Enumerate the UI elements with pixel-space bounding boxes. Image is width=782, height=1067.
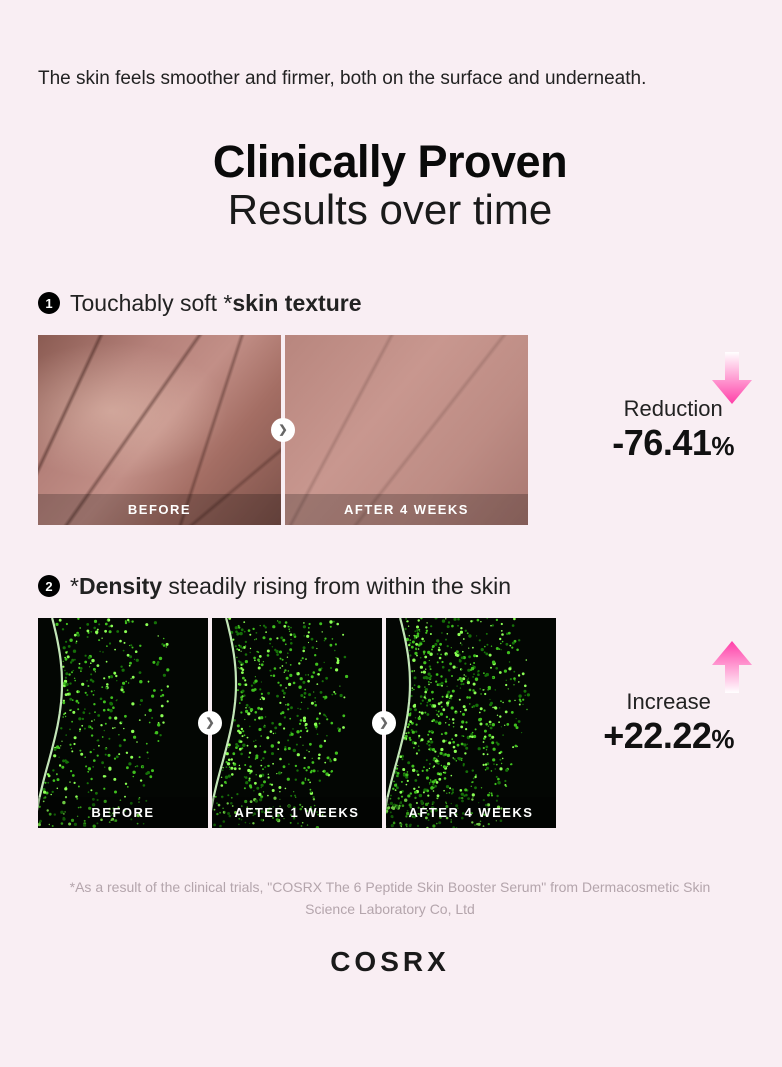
section2-prefix: * — [70, 573, 79, 599]
title-line1: Clinically Proven — [38, 138, 742, 185]
density-img-0: BEFORE — [38, 618, 208, 828]
disclaimer-text: *As a result of the clinical trials, "CO… — [38, 876, 742, 921]
density-img-2: AFTER 4 WEEKS — [386, 618, 556, 828]
bullet-1-icon: 1 — [38, 292, 60, 314]
intro-text: The skin feels smoother and firmer, both… — [38, 68, 742, 90]
texture-after-label: AFTER 4 WEEKS — [285, 494, 528, 525]
arrow-up-icon — [710, 641, 754, 693]
title-block: Clinically Proven Results over time — [38, 138, 742, 236]
density-images: BEFORE ❯ AFTER 1 WEEKS ❯ AFTER 4 WEEKS — [38, 618, 556, 828]
chevron-right-icon: ❯ — [198, 711, 222, 735]
section-density: 2 *Density steadily rising from within t… — [38, 573, 742, 828]
texture-images: BEFORE ❯ AFTER 4 WEEKS — [38, 335, 528, 525]
section1-text: Touchably soft * — [70, 290, 232, 316]
texture-stat-value: -76.41% — [612, 422, 734, 464]
density-label-2: AFTER 4 WEEKS — [386, 797, 556, 828]
section2-bold: Density — [79, 573, 162, 599]
texture-before-image: BEFORE — [38, 335, 281, 525]
texture-stat: Reduction -76.41% — [612, 396, 742, 464]
brand-logo: COSRX — [38, 946, 742, 978]
density-stat-value: +22.22% — [603, 715, 734, 757]
title-line2: Results over time — [38, 185, 742, 235]
section-texture: 1 Touchably soft *skin texture BEFORE ❯ … — [38, 290, 742, 525]
arrow-down-icon — [710, 352, 754, 404]
density-img-1: AFTER 1 WEEKS — [212, 618, 382, 828]
chevron-right-icon: ❯ — [372, 711, 396, 735]
texture-before-label: BEFORE — [38, 494, 281, 525]
chevron-right-icon: ❯ — [271, 418, 295, 442]
texture-after-image: AFTER 4 WEEKS — [285, 335, 528, 525]
section2-suffix: steadily rising from within the skin — [162, 573, 511, 599]
density-label-1: AFTER 1 WEEKS — [212, 797, 382, 828]
bullet-2-icon: 2 — [38, 575, 60, 597]
density-stat: Increase +22.22% — [603, 689, 742, 757]
density-label-0: BEFORE — [38, 797, 208, 828]
section2-header: 2 *Density steadily rising from within t… — [38, 573, 742, 600]
section1-bold: skin texture — [232, 290, 361, 316]
section1-header: 1 Touchably soft *skin texture — [38, 290, 742, 317]
